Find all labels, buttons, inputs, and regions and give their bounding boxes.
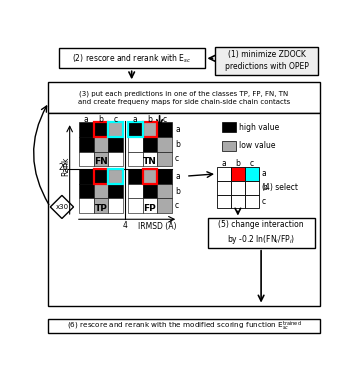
Text: b: b xyxy=(175,187,180,196)
Bar xyxy=(128,198,143,213)
Text: a: a xyxy=(262,169,267,178)
Bar xyxy=(79,169,94,184)
Bar xyxy=(143,152,157,166)
Text: TP: TP xyxy=(95,204,107,213)
Bar xyxy=(94,152,108,166)
Bar xyxy=(94,122,108,137)
Bar xyxy=(94,169,108,184)
Bar xyxy=(245,181,259,195)
Bar xyxy=(143,122,157,137)
Text: a: a xyxy=(175,125,180,134)
Bar xyxy=(215,47,318,75)
Bar xyxy=(108,137,123,152)
Bar xyxy=(94,184,108,198)
Bar xyxy=(217,195,231,208)
Text: low value: low value xyxy=(239,141,275,150)
Bar xyxy=(231,167,245,181)
Text: FP: FP xyxy=(144,204,156,213)
Text: x30: x30 xyxy=(55,204,69,210)
Text: a: a xyxy=(222,159,226,168)
Bar xyxy=(108,198,123,213)
Text: c: c xyxy=(250,159,254,168)
Text: b: b xyxy=(99,115,103,124)
Bar xyxy=(143,137,157,152)
Bar xyxy=(245,195,259,208)
Bar xyxy=(157,198,172,213)
Bar xyxy=(222,122,236,132)
Text: b: b xyxy=(175,140,180,149)
Bar xyxy=(79,152,94,166)
Polygon shape xyxy=(50,195,74,219)
Text: c: c xyxy=(262,197,266,206)
Bar xyxy=(48,319,320,333)
Text: (4) select: (4) select xyxy=(262,183,298,192)
Text: high value: high value xyxy=(239,123,279,132)
Bar xyxy=(94,122,108,137)
Bar xyxy=(79,122,94,137)
Bar xyxy=(128,137,143,152)
Text: c: c xyxy=(163,115,167,124)
Text: 20: 20 xyxy=(59,163,68,172)
Bar xyxy=(157,122,172,137)
Bar xyxy=(128,152,143,166)
Text: c: c xyxy=(175,201,179,210)
Text: b: b xyxy=(236,159,240,168)
Text: b: b xyxy=(148,115,152,124)
Bar xyxy=(217,181,231,195)
Bar xyxy=(94,198,108,213)
Bar xyxy=(128,122,143,137)
Bar xyxy=(143,169,157,184)
Text: c: c xyxy=(114,115,118,124)
Bar xyxy=(108,152,123,166)
Text: Rank: Rank xyxy=(61,156,70,176)
Bar xyxy=(79,137,94,152)
Bar xyxy=(157,184,172,198)
Bar xyxy=(108,169,123,184)
Bar xyxy=(108,184,123,198)
Text: 4: 4 xyxy=(123,221,128,230)
Text: (5) change interaction
by -0.2 ln(FN$_i$/FP$_i$): (5) change interaction by -0.2 ln(FN$_i$… xyxy=(218,220,304,246)
Bar xyxy=(108,169,123,184)
Bar xyxy=(208,219,314,248)
Bar xyxy=(79,184,94,198)
Bar xyxy=(128,122,143,137)
Bar xyxy=(79,198,94,213)
Bar xyxy=(94,169,108,184)
Bar xyxy=(157,169,172,184)
Bar xyxy=(143,184,157,198)
Text: (3) put each predictions in one of the classes TP, FP, FN, TN
and create frequen: (3) put each predictions in one of the c… xyxy=(78,90,290,105)
Bar xyxy=(143,122,157,137)
Bar xyxy=(157,152,172,166)
Bar xyxy=(128,169,143,184)
Text: (1) minimize ZDOCK
predictions with OPEP: (1) minimize ZDOCK predictions with OPEP xyxy=(225,50,309,71)
Bar xyxy=(48,82,320,113)
Text: a: a xyxy=(84,115,89,124)
Text: FN: FN xyxy=(94,157,108,166)
Text: (2) rescore and rerank with E$_{sc}$: (2) rescore and rerank with E$_{sc}$ xyxy=(72,52,191,64)
Bar xyxy=(143,169,157,184)
Text: a: a xyxy=(133,115,137,124)
Text: a: a xyxy=(175,172,180,181)
Bar xyxy=(222,141,236,151)
Bar xyxy=(217,167,231,181)
Bar xyxy=(157,137,172,152)
Text: (6) rescore and rerank with the modified scoring function E$^{\rm trained}_{sc}$: (6) rescore and rerank with the modified… xyxy=(67,320,301,333)
Text: IRMSD (Å): IRMSD (Å) xyxy=(138,221,177,231)
Bar xyxy=(231,181,245,195)
Bar xyxy=(231,195,245,208)
Bar xyxy=(108,122,123,137)
Bar xyxy=(128,184,143,198)
Bar xyxy=(245,167,259,181)
Bar xyxy=(94,137,108,152)
Bar xyxy=(59,48,205,68)
Text: b: b xyxy=(262,183,267,192)
Text: c: c xyxy=(175,154,179,163)
Bar xyxy=(48,113,320,305)
Bar xyxy=(143,198,157,213)
Text: TN: TN xyxy=(143,157,157,166)
Bar xyxy=(108,122,123,137)
